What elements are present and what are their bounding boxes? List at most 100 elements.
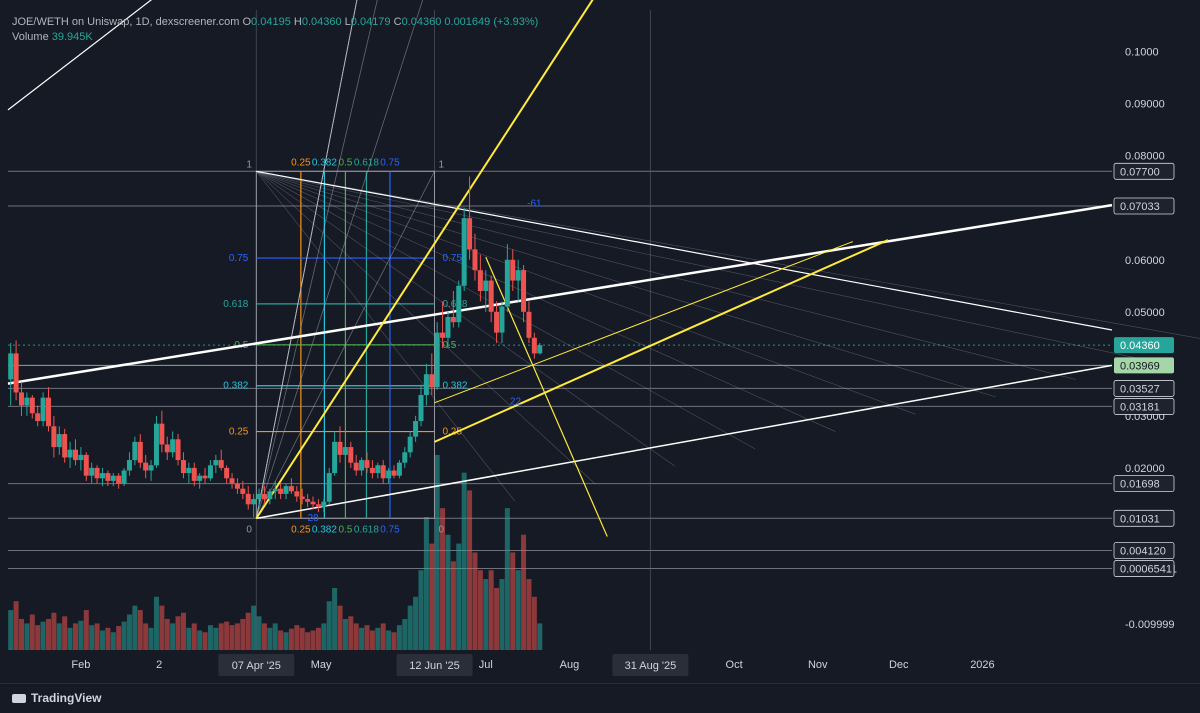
price-tag-box bbox=[1113, 380, 1175, 397]
trendline-white-lower bbox=[256, 364, 1113, 520]
volume-bar bbox=[531, 596, 537, 650]
volume-bar bbox=[256, 616, 262, 650]
volume-bar bbox=[348, 616, 354, 650]
candle-body bbox=[380, 465, 386, 479]
candle-body bbox=[504, 259, 510, 307]
fib-level-label-top: 0.25 bbox=[291, 157, 311, 168]
candle-body bbox=[148, 465, 154, 471]
fan-line bbox=[256, 171, 1157, 363]
price-tag: 0.03181 bbox=[1120, 401, 1160, 413]
trendline-white-mid bbox=[7, 203, 1113, 385]
candle-body bbox=[218, 460, 224, 468]
candle-body bbox=[531, 337, 537, 354]
annotations: -61 22 28 bbox=[307, 199, 542, 524]
fan-line bbox=[256, 171, 916, 415]
price-tag-box bbox=[1113, 542, 1175, 559]
candle-body bbox=[423, 374, 429, 396]
candle-body bbox=[299, 496, 305, 500]
fan-line bbox=[256, 171, 596, 484]
volume-bar bbox=[197, 630, 203, 650]
time-tick: Jul bbox=[479, 659, 493, 671]
candle-body bbox=[40, 397, 46, 422]
fib-level-label-left: 0.75 bbox=[229, 253, 249, 264]
candle-body bbox=[132, 441, 138, 461]
time-tag: 31 Aug '25 bbox=[625, 660, 677, 672]
candle-body bbox=[353, 462, 359, 471]
volume-bar bbox=[305, 632, 311, 650]
volume-bar bbox=[89, 625, 95, 650]
volume-bar bbox=[164, 618, 170, 650]
price-tag: 0.004120 bbox=[1120, 546, 1166, 558]
volume-bar bbox=[240, 618, 246, 650]
time-tick: 2 bbox=[156, 659, 162, 671]
volume-bar bbox=[186, 627, 192, 650]
fib-time-zone-box: 0.25 0.250.250.250.382 0.3820.3820.3820.50… bbox=[223, 0, 1200, 535]
volume-bar bbox=[175, 616, 181, 650]
volume-bar bbox=[294, 625, 300, 650]
price-tag: 0.04360 bbox=[1120, 340, 1160, 352]
time-tick: Nov bbox=[808, 659, 828, 671]
fan-line bbox=[256, 171, 1076, 380]
candle-body bbox=[359, 460, 365, 471]
volume-bar bbox=[116, 626, 122, 650]
angle-annotation: 28 bbox=[307, 513, 319, 524]
chart-grid bbox=[8, 10, 1112, 650]
tradingview-logo-text: TradingView bbox=[31, 691, 102, 705]
candle-body bbox=[121, 470, 127, 484]
fib-level-label-left: 0.382 bbox=[223, 381, 248, 392]
tradingview-logo[interactable]: TradingView bbox=[12, 691, 101, 705]
footer-bar: TradingView bbox=[0, 683, 1200, 713]
volume-bar bbox=[332, 587, 338, 650]
volume-bar bbox=[121, 621, 127, 650]
candle-body bbox=[224, 467, 230, 479]
candle-body bbox=[413, 421, 419, 437]
candle-body bbox=[13, 353, 19, 393]
open-value: 0.04195 bbox=[251, 16, 291, 28]
fib-level-label-bottom: 0.75 bbox=[380, 524, 400, 535]
candle-body bbox=[180, 460, 186, 474]
candle-body bbox=[116, 475, 122, 484]
volume-bar bbox=[267, 627, 273, 650]
price-tick: -0.009999 bbox=[1125, 619, 1175, 631]
volume-bar bbox=[126, 614, 132, 650]
volume-bar bbox=[467, 490, 473, 650]
volume-bar bbox=[83, 610, 89, 650]
candle-body bbox=[143, 462, 149, 471]
volume-bar bbox=[62, 616, 68, 650]
fib-level-label-left: 0.25 bbox=[229, 427, 249, 438]
fib-level-label-top: 0.5 bbox=[338, 157, 352, 168]
candle-body bbox=[126, 460, 132, 471]
volume-bar bbox=[375, 627, 381, 650]
volume-bar bbox=[45, 618, 51, 650]
high-value: 0.04360 bbox=[301, 16, 342, 28]
price-tag: 0.07700 bbox=[1120, 166, 1160, 178]
fib-level-label-right: 0.25 bbox=[442, 427, 462, 438]
fib-level-label-top: 0.618 bbox=[354, 157, 379, 168]
volume-bar bbox=[429, 543, 435, 650]
volume-bar bbox=[526, 579, 532, 650]
volume-bar bbox=[418, 570, 424, 650]
price-tag-box bbox=[1114, 357, 1174, 374]
candle-body bbox=[267, 491, 273, 500]
price-tag: 0.0006541 bbox=[1120, 564, 1172, 576]
volume-bar bbox=[413, 596, 419, 650]
candle-body bbox=[207, 465, 213, 479]
trendline-yellow-steep bbox=[255, 0, 594, 519]
volume-bar bbox=[78, 620, 84, 650]
time-axis: Feb 2 May Jul Aug Oct Nov Dec 2026 07 Apr '25 12 J… bbox=[71, 654, 995, 676]
price-tag-box bbox=[1113, 475, 1175, 493]
candle-body bbox=[391, 470, 397, 476]
candle-body bbox=[83, 454, 89, 476]
fan-line bbox=[256, 171, 836, 432]
volume-bar bbox=[24, 623, 30, 650]
volume-bar bbox=[510, 552, 516, 650]
volume-bar bbox=[337, 605, 343, 650]
candle-body bbox=[78, 454, 84, 461]
volume-bar bbox=[283, 632, 289, 650]
volume-bar bbox=[13, 601, 19, 650]
volume-bar bbox=[202, 632, 208, 650]
candle-body bbox=[537, 345, 543, 354]
volume-bar bbox=[180, 612, 186, 650]
time-tag-box bbox=[396, 654, 473, 676]
